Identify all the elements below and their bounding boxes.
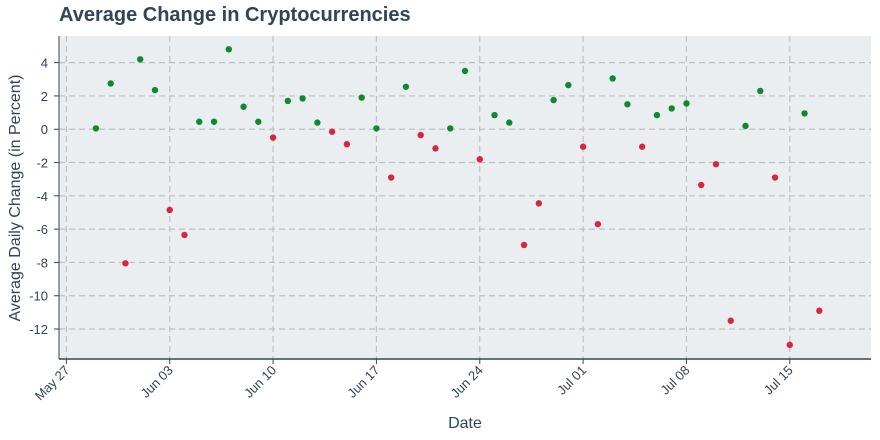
data-point-positive [506,119,513,126]
y-tick-label: -2 [36,156,48,171]
data-point-negative [181,231,188,239]
data-point-negative [476,156,483,163]
data-point-negative [535,200,543,207]
x-tick-label: Jul 15 [761,363,796,398]
data-point-positive [491,111,498,119]
data-point-negative [417,131,424,139]
data-point-negative [269,134,277,141]
x-axis-label: Date [448,415,482,432]
grid-lines [59,36,871,359]
data-point-positive [801,110,808,117]
data-point-negative [520,241,528,249]
data-point-negative [594,220,602,228]
x-axis-ticks: May 27 Jun 03 Jun 10 Jun 17 Jun 24 Jul 01 Jul … [32,359,796,403]
data-point-negative [166,206,173,214]
data-point-positive [609,75,616,82]
y-tick-label: -6 [36,222,48,237]
y-tick-label: -10 [29,289,48,304]
data-point-positive [668,105,675,112]
data-point-positive [447,125,454,132]
data-point-positive [565,81,572,89]
data-point-negative [698,181,705,189]
data-point-positive [92,125,100,132]
x-tick-label: Jun 03 [138,363,176,401]
y-tick-label: 2 [41,89,48,104]
data-points [92,46,823,349]
y-tick-label: 4 [41,56,48,71]
data-point-negative [816,307,823,314]
data-point-positive [107,80,114,87]
x-tick-label: Jul 01 [554,363,589,398]
y-axis-ticks: 4 2 0 -2 -4 -6 -8 -10 -12 [29,56,59,337]
data-point-positive [653,111,661,119]
data-point-positive [225,46,232,53]
data-point-negative [638,143,646,150]
y-tick-label: -12 [29,322,48,337]
data-point-positive [210,118,218,125]
data-point-positive [314,119,321,126]
data-point-negative [727,317,734,324]
data-point-negative [579,143,587,150]
y-tick-label: 0 [41,122,48,137]
data-point-positive [742,122,749,130]
x-tick-label: Jul 08 [657,363,692,398]
data-point-negative [328,128,336,135]
data-point-negative [771,174,779,181]
data-point-positive [757,87,764,95]
data-point-positive [255,118,262,125]
data-point-positive [196,118,203,125]
data-point-positive [240,103,247,110]
data-point-positive [358,94,365,101]
data-point-positive [137,56,144,63]
data-point-positive [402,83,410,90]
data-point-positive [461,67,469,75]
data-point-negative [387,174,395,181]
data-point-negative [786,341,793,349]
y-axis-label: Average Daily Change (in Percent) [7,75,24,322]
data-point-positive [373,125,380,132]
y-tick-label: -8 [36,255,48,270]
data-point-negative [432,145,439,152]
data-point-negative [712,161,720,168]
data-point-positive [284,97,292,105]
data-point-positive [550,96,557,104]
data-point-negative [122,260,129,267]
data-point-positive [299,95,306,102]
x-tick-label: Jun 24 [448,363,486,401]
data-point-negative [343,141,351,148]
x-tick-label: Jun 10 [241,363,279,401]
plot-background [59,36,871,359]
y-tick-label: -4 [36,189,48,204]
x-tick-label: Jun 17 [344,363,382,401]
x-tick-label: May 27 [32,363,73,404]
data-point-positive [151,86,159,94]
data-point-positive [624,101,631,108]
chart-title: Average Change in Cryptocurrencies [59,4,411,26]
data-point-positive [683,100,690,107]
